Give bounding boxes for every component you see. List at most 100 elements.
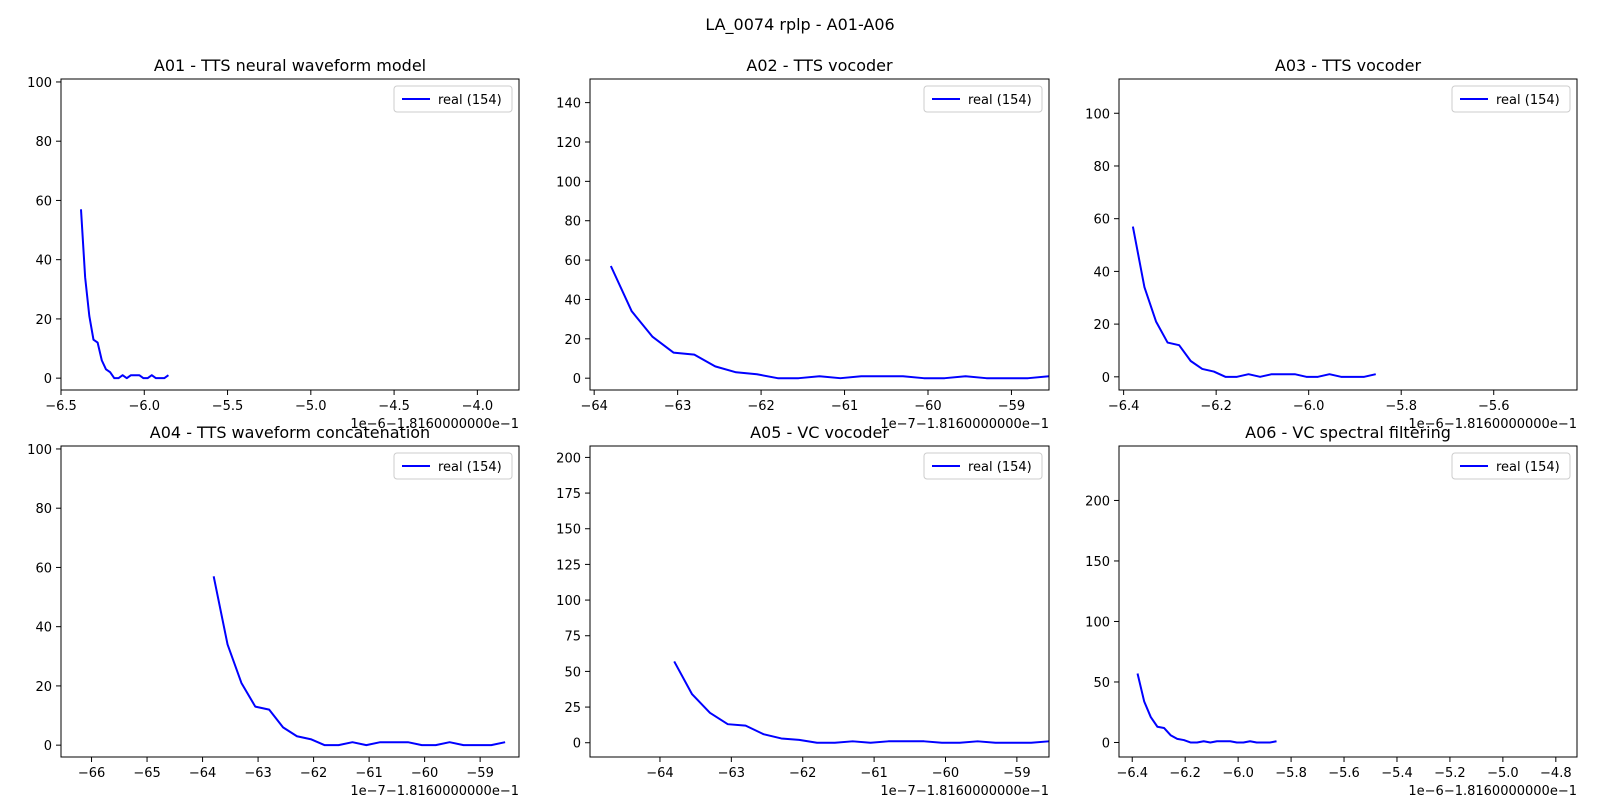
legend-label: real (154) [968,93,1032,108]
subplot-title: A03 - TTS vocoder [1275,56,1422,75]
subplot-1: A01 - TTS neural waveform model −6.5 −6.0 −… [27,56,520,432]
x-tick-label: −63 [664,399,691,414]
legend: real (154) [923,85,1043,113]
x-tick-label: −6.2 [1169,766,1201,781]
legend: real (154) [393,452,513,480]
series-line-1 [79,209,169,380]
legend-box [393,452,513,480]
y-tick-label: 60 [35,561,52,576]
y-tick-label: 200 [1085,494,1110,509]
legend-label: real (154) [1496,460,1560,475]
legend-label: real (154) [438,93,502,108]
subplot-title: A01 - TTS neural waveform model [154,56,426,75]
series-line-1 [1136,673,1277,744]
y-tick-label: 120 [556,136,581,151]
y-tick-label: 175 [556,487,581,502]
y-tick-label: 100 [27,76,52,91]
legend-box [923,452,1043,480]
legend-box [1451,452,1571,480]
x-tick-label: −4.8 [1540,766,1572,781]
x-tick-label: −5.6 [1478,399,1510,414]
x-tick-label: −6.0 [128,399,160,414]
y-tick-label: 125 [556,558,581,573]
y-tick-label: 80 [35,135,52,150]
x-tick-label: −66 [78,766,105,781]
x-tick-label: −5.2 [1434,766,1466,781]
x-offset-label: 1e−7−1.8160000000e−1 [880,417,1049,432]
series-line-1 [609,265,1050,380]
axes-frame [1118,78,1578,391]
y-tick-label: 40 [35,621,52,636]
x-tick-label: −64 [189,766,216,781]
x-tick-label: −61 [355,766,382,781]
y-tick-label: 40 [35,254,52,269]
legend-label: real (154) [438,460,502,475]
axes-frame [60,78,520,391]
y-tick-label: 0 [44,372,52,387]
y-tick-label: 0 [44,739,52,754]
series-line-1 [1131,226,1376,378]
x-tick-label: −64 [580,399,607,414]
x-tick-label: −6.2 [1200,399,1232,414]
subplot-2: A02 - TTS vocoder −64 −63 −62 −61 −60 −59 0 20 40… [556,56,1050,432]
y-tick-label: 60 [564,254,581,269]
y-tick-label: 75 [564,630,581,645]
subplot-title: A02 - TTS vocoder [746,56,893,75]
x-tick-label: −6.5 [45,399,77,414]
x-tick-label: −62 [789,766,816,781]
subplot-5: A05 - VC vocoder −64 −63 −62 −61 −60 −59 0 25 50 7… [556,423,1050,799]
y-tick-label: 50 [1093,676,1110,691]
x-tick-label: −59 [998,399,1025,414]
x-offset-label: 1e−6−1.8160000000e−1 [1408,784,1577,799]
y-tick-label: 80 [564,215,581,230]
y-tick-label: 60 [1093,213,1110,228]
x-tick-label: −5.0 [295,399,327,414]
legend: real (154) [1451,85,1571,113]
x-offset-label: 1e−7−1.8160000000e−1 [880,784,1049,799]
x-tick-label: −6.4 [1116,766,1148,781]
x-tick-label: −6.4 [1108,399,1140,414]
legend-box [1451,85,1571,113]
x-tick-label: −5.6 [1328,766,1360,781]
series-line-1 [212,576,506,747]
x-tick-label: −5.8 [1385,399,1417,414]
x-tick-label: −60 [411,766,438,781]
legend: real (154) [923,452,1043,480]
y-tick-label: 0 [1102,371,1110,386]
subplot-title: A06 - VC spectral filtering [1245,423,1451,442]
x-tick-label: −61 [860,766,887,781]
subplot-title: A05 - VC vocoder [750,423,889,442]
x-tick-label: −64 [646,766,673,781]
x-tick-label: −61 [831,399,858,414]
y-tick-label: 0 [1102,736,1110,751]
y-tick-label: 80 [35,502,52,517]
legend-box [923,85,1043,113]
y-tick-label: 50 [564,665,581,680]
y-tick-label: 100 [27,443,52,458]
x-tick-label: −60 [932,766,959,781]
y-tick-label: 100 [556,175,581,190]
y-tick-label: 20 [35,313,52,328]
y-tick-label: 20 [564,333,581,348]
figure-title: LA_0074 rplp - A01-A06 [705,15,894,35]
axes-frame [1118,445,1578,758]
x-offset-label: 1e−6−1.8160000000e−1 [350,417,519,432]
x-tick-label: −5.4 [1381,766,1413,781]
y-tick-label: 150 [1085,555,1110,570]
y-tick-label: 25 [564,701,581,716]
x-tick-label: −59 [1003,766,1030,781]
series-line-1 [673,660,1050,744]
axes-frame [589,78,1050,391]
y-tick-label: 40 [564,293,581,308]
x-tick-label: −63 [244,766,271,781]
y-tick-label: 100 [556,594,581,609]
y-tick-label: 140 [556,97,581,112]
x-tick-label: −60 [914,399,941,414]
x-tick-label: −6.0 [1293,399,1325,414]
legend-label: real (154) [968,460,1032,475]
x-tick-label: −62 [747,399,774,414]
y-tick-label: 40 [1093,265,1110,280]
x-tick-label: −6.0 [1222,766,1254,781]
legend-box [393,85,513,113]
